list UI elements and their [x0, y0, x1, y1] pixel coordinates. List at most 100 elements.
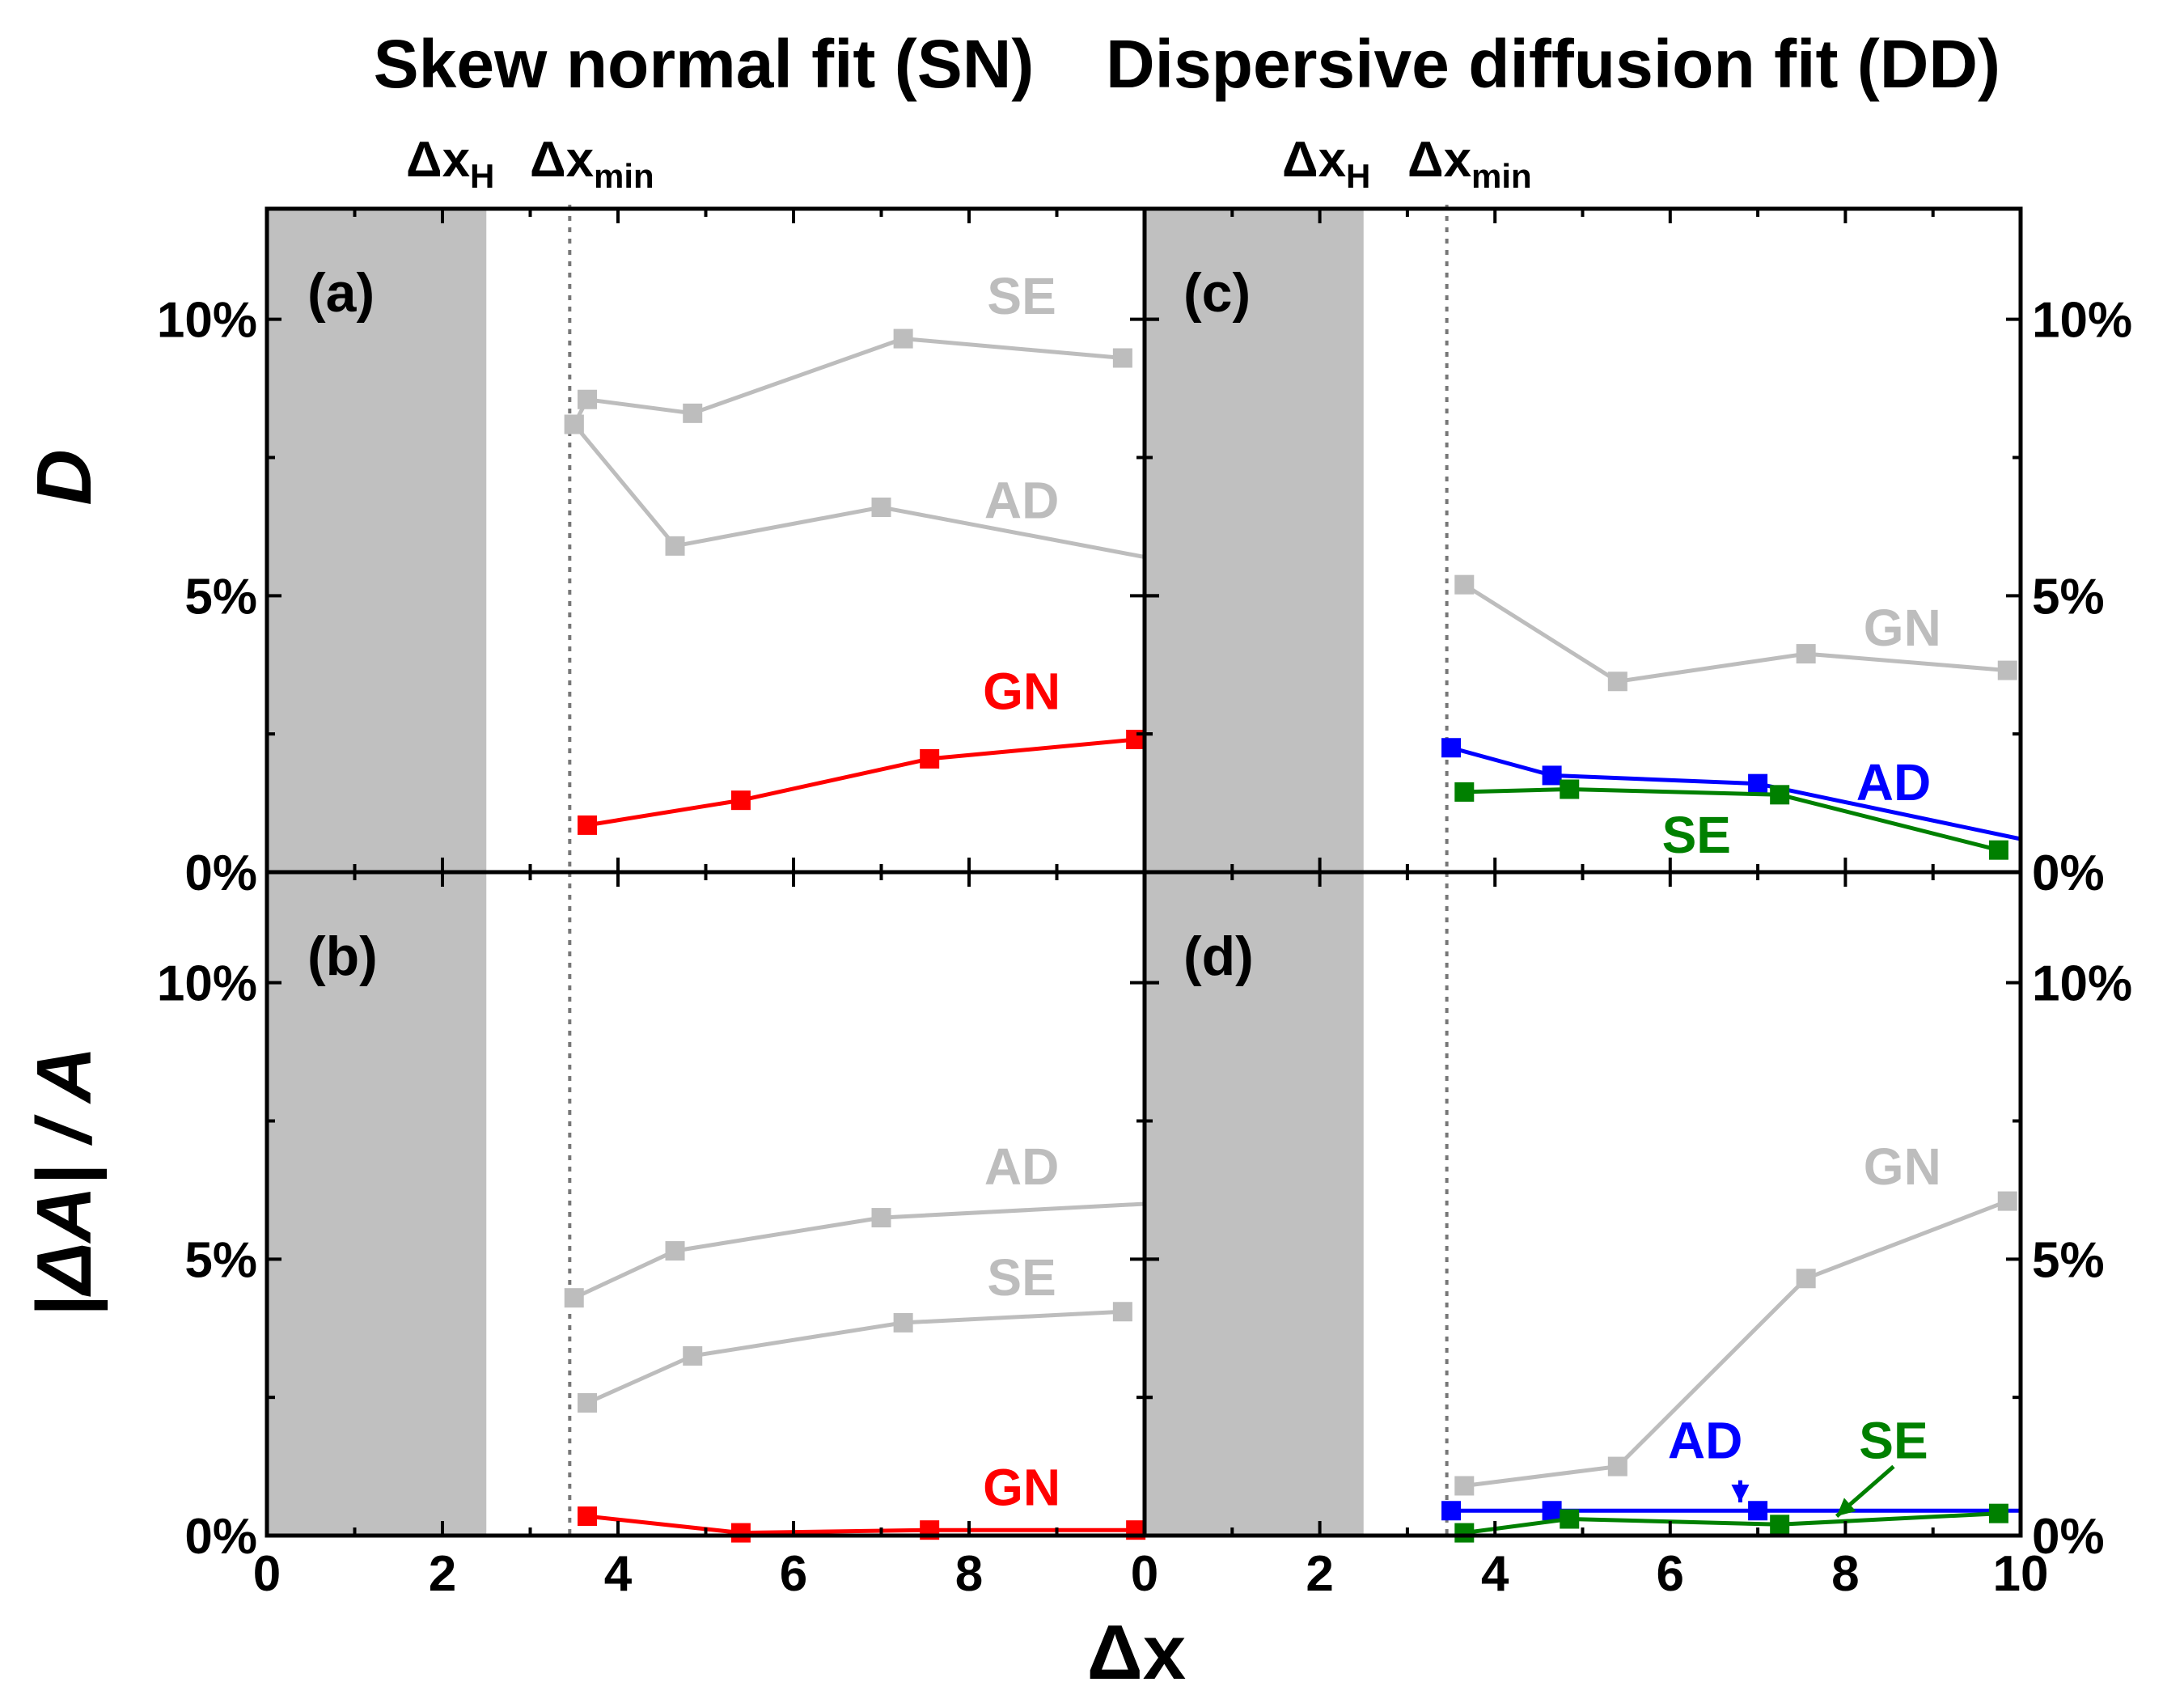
y-tick-label: 5% — [2032, 1232, 2105, 1288]
y-tick-label: 5% — [2032, 569, 2105, 625]
series-line-se — [586, 1309, 1124, 1405]
data-point-ad — [665, 536, 685, 556]
panel-label: (d) — [1183, 926, 1254, 987]
series-line-gn — [586, 737, 1136, 828]
panel-b: AD SE GN 0% 5% 10% 0 2 4 6 8 (b) — [157, 870, 1147, 1602]
y-tick-label: 5% — [184, 1232, 257, 1288]
data-point-gn — [730, 1523, 751, 1543]
x-tick-label: 8 — [1831, 1546, 1859, 1602]
panel-label: (b) — [307, 926, 378, 987]
series-label-gn: GN — [983, 1458, 1060, 1516]
data-point-se — [1454, 782, 1475, 802]
data-point-se — [1988, 1503, 2008, 1523]
data-point-se — [1560, 779, 1580, 799]
data-point-gn — [1454, 574, 1475, 595]
series-label-gn: GN — [1864, 599, 1941, 657]
dx-min-label-left: Δxmin — [530, 132, 654, 195]
data-point-ad — [1748, 1501, 1768, 1521]
dx-h-label-right: ΔxH — [1282, 132, 1370, 195]
data-point-gn — [1454, 1476, 1475, 1496]
data-point-gn — [578, 815, 598, 835]
data-point-se — [893, 328, 913, 349]
panel-a: SE AD GN 0% 5% 10% (a) — [157, 205, 1147, 901]
data-point-gn — [578, 1506, 598, 1527]
data-point-gn — [1997, 660, 2017, 680]
data-point-se — [1112, 1302, 1132, 1322]
annotation-arrowhead — [1731, 1485, 1750, 1502]
dx-h-label-left: ΔxH — [406, 132, 494, 195]
data-point-ad — [665, 1241, 685, 1261]
series-line-ad — [572, 422, 1145, 559]
data-point-se — [1988, 840, 2008, 860]
series-label-se: SE — [1662, 806, 1731, 864]
panel-c: GN AD SE 0% 5% 10% (c) — [1142, 205, 2132, 901]
y-tick-label: 10% — [157, 293, 257, 349]
data-point-se — [1112, 348, 1132, 368]
y-tick-label: 10% — [2032, 293, 2132, 349]
panel-label: (c) — [1183, 262, 1251, 324]
data-point-ad — [564, 414, 584, 434]
annotation-arrowhead — [1836, 1498, 1856, 1517]
data-point-gn — [1997, 1191, 2017, 1211]
y-tick-label: 5% — [184, 569, 257, 625]
x-tick-label: 6 — [1657, 1546, 1684, 1602]
x-tick-label: 0 — [1131, 1546, 1158, 1602]
data-point-gn — [1607, 1456, 1627, 1477]
data-point-gn — [730, 790, 751, 811]
data-point-se — [578, 1393, 598, 1413]
series-line-ad — [573, 1201, 1145, 1300]
title-right: Dispersive diffusion fit (DD) — [1106, 26, 2000, 102]
series-label-ad: AD — [1856, 753, 1931, 811]
series-label-gn: GN — [983, 662, 1060, 720]
x-tick-label: 4 — [1481, 1546, 1509, 1602]
shaded-region — [1145, 872, 1364, 1536]
series-label-ad: AD — [984, 472, 1059, 530]
series-label-ad: AD — [1668, 1411, 1742, 1469]
x-tick-label: 8 — [955, 1546, 983, 1602]
series-line-se — [572, 337, 1124, 426]
y-tick-label: 0% — [2032, 845, 2105, 901]
series-line-gn — [1463, 1199, 2008, 1488]
data-point-gn — [1607, 672, 1627, 692]
series-line-gn — [586, 1514, 1136, 1536]
dx-min-label-right: Δxmin — [1407, 132, 1532, 195]
series-line-se — [1463, 1511, 2000, 1536]
y-axis-label-top: D — [21, 449, 108, 505]
data-point-ad — [1542, 765, 1562, 786]
data-point-se — [1770, 1515, 1790, 1535]
y-tick-label: 0% — [184, 1509, 257, 1565]
x-tick-label: 2 — [1306, 1546, 1333, 1602]
y-tick-label: 0% — [2032, 1509, 2105, 1565]
series-line-ad — [1450, 745, 2021, 841]
x-tick-label: 10 — [1993, 1546, 2049, 1602]
y-tick-label: 0% — [184, 845, 257, 901]
series-label-ad: AD — [984, 1138, 1059, 1196]
data-point-se — [683, 1345, 703, 1366]
y-tick-label: 10% — [157, 956, 257, 1012]
data-point-se — [1560, 1509, 1580, 1529]
data-point-se — [893, 1312, 913, 1333]
data-point-gn — [920, 748, 940, 769]
series-label-gn: GN — [1864, 1138, 1941, 1196]
shaded-region — [267, 872, 487, 1536]
data-point-se — [1770, 785, 1790, 805]
data-point-ad — [1542, 1501, 1562, 1521]
series-label-se: SE — [1859, 1411, 1928, 1469]
data-point-se — [578, 389, 598, 409]
x-tick-label: 6 — [780, 1546, 807, 1602]
series-label-se: SE — [987, 267, 1056, 325]
data-point-ad — [1441, 1501, 1462, 1521]
data-point-gn — [1796, 1269, 1816, 1289]
data-point-ad — [871, 1208, 891, 1228]
data-point-ad — [564, 1288, 584, 1308]
data-point-ad — [1748, 773, 1768, 794]
data-point-ad — [1441, 738, 1462, 758]
x-tick-label: 4 — [604, 1546, 633, 1602]
y-axis-label-bottom: |ΔA| / A — [21, 1046, 108, 1316]
data-point-gn — [1796, 644, 1816, 664]
series-line-gn — [1462, 583, 2008, 684]
x-tick-label: 2 — [429, 1546, 456, 1602]
series-line-se — [1464, 786, 2000, 853]
data-point-se — [683, 403, 703, 423]
